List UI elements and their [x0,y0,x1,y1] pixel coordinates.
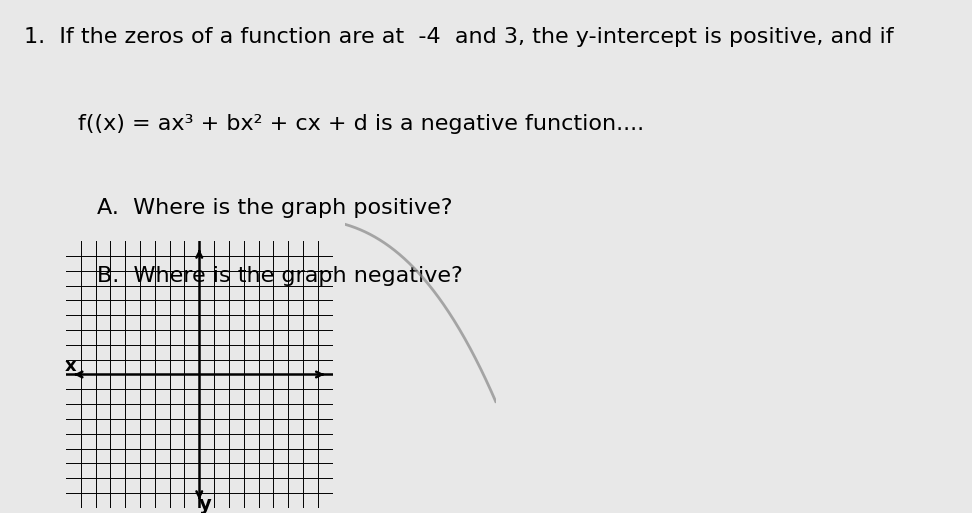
Text: y: y [199,496,212,513]
Text: B.  Where is the graph negative?: B. Where is the graph negative? [97,266,463,286]
Text: 1.  If the zeros of a function are at  -4  and 3, the y-intercept is positive, a: 1. If the zeros of a function are at -4 … [24,27,894,47]
Text: A.  Where is the graph positive?: A. Where is the graph positive? [97,199,453,219]
Text: f((x) = ax³ + bx² + cx + d is a negative function....: f((x) = ax³ + bx² + cx + d is a negative… [78,114,643,134]
Text: x: x [64,358,76,376]
